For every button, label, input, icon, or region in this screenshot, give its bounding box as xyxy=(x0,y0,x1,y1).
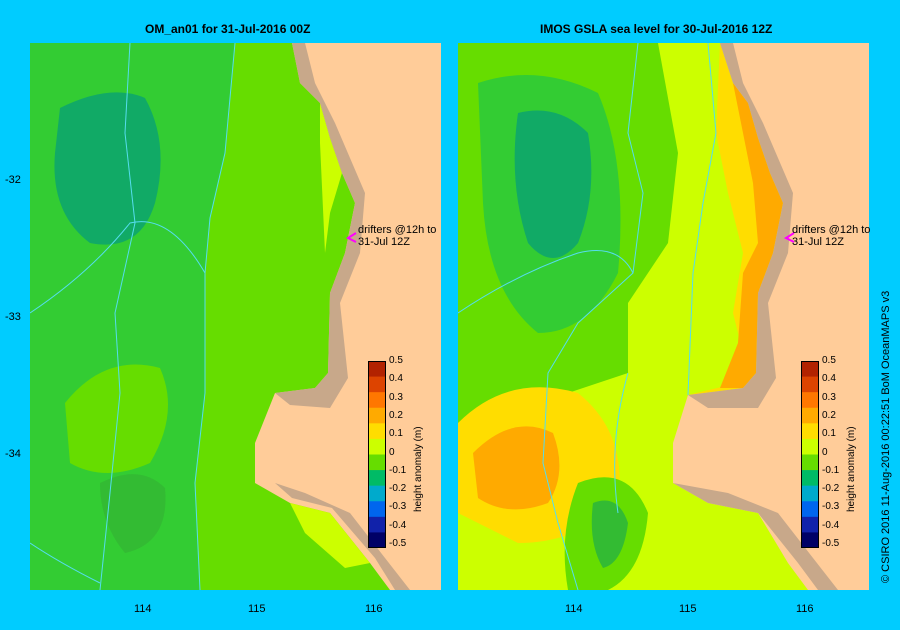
colorbar-tick-label: 0 xyxy=(389,446,395,458)
colorbar-tick-label: -0.3 xyxy=(389,501,407,513)
copyright-text: © CSIRO 2016 11-Aug-2016 00:22:51 BoM Oc… xyxy=(880,290,892,583)
right-colorbar xyxy=(801,361,819,548)
colorbar-segment xyxy=(801,485,819,502)
colorbar-tick-label: 0.2 xyxy=(389,409,403,421)
colorbar-tick-label: -0.2 xyxy=(389,483,407,495)
colorbar-frame xyxy=(801,361,819,548)
colorbar-tick-label: -0.5 xyxy=(822,538,840,549)
colorbar-tick-label: 0.5 xyxy=(822,355,836,366)
colorbar-segment xyxy=(801,516,819,533)
colorbar-segment xyxy=(368,501,386,518)
colorbar-segment xyxy=(801,407,819,424)
right-panel-title: IMOS GSLA sea level for 30-Jul-2016 12Z xyxy=(540,22,773,36)
colorbar-segment xyxy=(368,407,386,424)
right-colorbar-label: height anomaly (m) xyxy=(846,426,857,512)
colorbar-tick-label: 0 xyxy=(822,446,828,458)
colorbar-segment xyxy=(801,532,819,548)
colorbar-segment xyxy=(801,470,819,487)
colorbar-segment xyxy=(368,438,386,455)
colorbar-tick-label: -0.1 xyxy=(822,464,840,476)
colorbar-tick-label: 0.3 xyxy=(822,391,836,403)
right-drifter-annotation-1: drifters @12h to xyxy=(792,224,871,236)
colorbar-tick-label: -0.4 xyxy=(389,519,407,531)
x-tick-label: 115 xyxy=(248,603,266,615)
colorbar-tick-label: -0.1 xyxy=(389,464,407,476)
colorbar-tick-label: -0.2 xyxy=(822,483,840,495)
y-tick-label: -34 xyxy=(5,448,21,460)
colorbar-segment xyxy=(801,423,819,440)
right-map xyxy=(458,43,869,590)
colorbar-segment xyxy=(368,376,386,393)
left-drifter-annotation-1: drifters @12h to xyxy=(358,224,437,236)
colorbar-segment xyxy=(801,454,819,471)
colorbar-tick-label: 0.2 xyxy=(822,409,836,421)
colorbar-segment xyxy=(801,376,819,393)
colorbar-segment xyxy=(368,361,386,378)
colorbar-tick-label: -0.5 xyxy=(389,538,407,549)
colorbar-tick-label: 0.4 xyxy=(822,373,836,385)
colorbar-segment xyxy=(368,532,386,548)
right-map-canvas xyxy=(458,43,869,590)
colorbar-segment xyxy=(801,361,819,378)
colorbar-segment xyxy=(368,516,386,533)
left-drifter-annotation-2: 31-Jul 12Z xyxy=(358,236,410,248)
colorbar-segment xyxy=(801,438,819,455)
colorbar-tick-label: 0.4 xyxy=(389,373,403,385)
x-tick-label: 116 xyxy=(365,603,383,615)
colorbar-tick-label: 0.3 xyxy=(389,391,403,403)
colorbar-segment xyxy=(368,485,386,502)
x-tick-label: 114 xyxy=(565,603,583,615)
colorbar-segment xyxy=(368,423,386,440)
colorbar-segment xyxy=(368,392,386,409)
colorbar-tick-label: 0.1 xyxy=(389,428,403,440)
left-colorbar-label: height anomaly (m) xyxy=(413,426,424,512)
left-panel-title: OM_an01 for 31-Jul-2016 00Z xyxy=(145,22,311,36)
colorbar-segment xyxy=(368,470,386,487)
x-tick-label: 116 xyxy=(796,603,814,615)
right-drifter-annotation-2: 31-Jul 12Z xyxy=(792,236,844,248)
colorbar-segment xyxy=(801,501,819,518)
left-map xyxy=(30,43,441,590)
y-tick-label: -32 xyxy=(5,174,21,186)
colorbar-segment xyxy=(801,392,819,409)
colorbar-segment xyxy=(368,454,386,471)
left-colorbar xyxy=(368,361,386,548)
colorbar-tick-label: -0.3 xyxy=(822,501,840,513)
colorbar-tick-label: 0.5 xyxy=(389,355,403,366)
colorbar-tick-label: -0.4 xyxy=(822,519,840,531)
colorbar-tick-label: 0.1 xyxy=(822,428,836,440)
x-tick-label: 114 xyxy=(134,603,152,615)
y-tick-label: -33 xyxy=(5,311,21,323)
left-map-canvas xyxy=(30,43,441,590)
x-tick-label: 115 xyxy=(679,603,697,615)
colorbar-frame xyxy=(368,361,386,548)
